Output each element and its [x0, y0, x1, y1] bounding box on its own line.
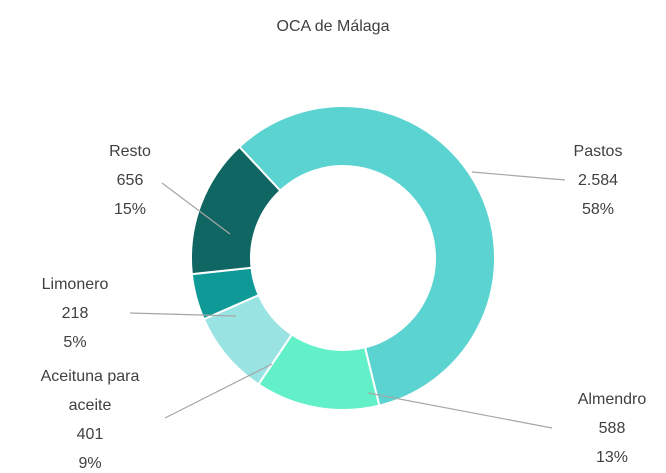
- percentage-label: 13%: [595, 449, 629, 466]
- data-label: Pastos 2.584 58%: [574, 137, 623, 224]
- percentage-label: 58%: [581, 201, 615, 218]
- value-label: 656: [116, 172, 144, 189]
- value-label: 588: [598, 420, 626, 437]
- category-label: Pastos: [573, 143, 623, 160]
- donut-slice: [237, 105, 496, 407]
- value-label: 218: [61, 305, 89, 322]
- donut-slice: [190, 145, 282, 276]
- data-label: Almendro 588 13%: [578, 385, 646, 472]
- leader-line: [367, 392, 553, 429]
- data-label: Aceituna para aceite 401 9%: [20, 362, 160, 473]
- percentage-label: 9%: [78, 455, 102, 472]
- category-label: Resto: [109, 143, 151, 160]
- leader-line: [164, 363, 273, 419]
- percentage-label: 5%: [63, 334, 87, 351]
- leader-line: [471, 171, 566, 181]
- leader-line: [129, 312, 237, 317]
- data-label: Limonero 218 5%: [42, 270, 109, 357]
- data-label: Resto 656 15%: [109, 137, 151, 224]
- value-label: 2.584: [577, 172, 619, 189]
- category-label: Aceituna para aceite: [40, 368, 140, 414]
- chart-title: OCA de Málaga: [276, 18, 390, 35]
- category-label: Almendro: [577, 391, 647, 408]
- category-label: Limonero: [41, 276, 109, 293]
- value-label: 401: [76, 426, 104, 443]
- leader-line: [161, 182, 231, 235]
- percentage-label: 15%: [113, 201, 147, 218]
